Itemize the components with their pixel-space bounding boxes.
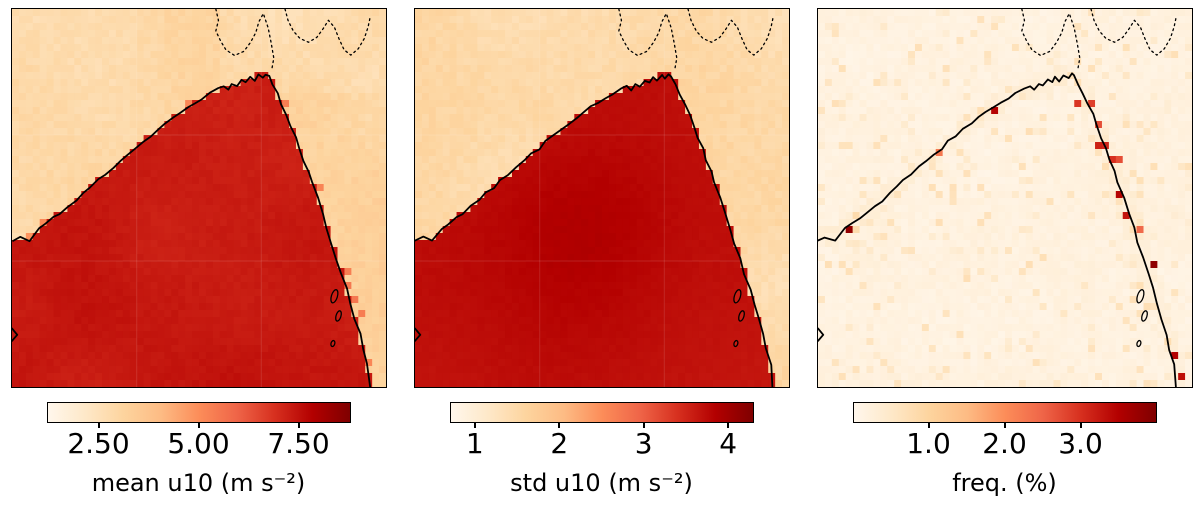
colorbar-tick-label: 3.0 — [1058, 427, 1103, 460]
colorbar-tick — [1079, 423, 1082, 428]
colorbar-tick — [97, 423, 100, 428]
panel-std: 1 2 3 4 std u10 (m s⁻²) — [412, 8, 791, 497]
colorbar-std — [449, 402, 754, 423]
colorbar-tick-label: 2 — [550, 427, 569, 460]
map-canvas-std — [413, 8, 790, 388]
panel-mean: 2.50 5.00 7.50 mean u10 (m s⁻²) — [9, 8, 388, 497]
colorbar-freq — [852, 402, 1157, 423]
colorbar-tick — [558, 423, 561, 428]
colorbar-tick-label: 4 — [719, 427, 738, 460]
colorbar-ticks-std: 1 2 3 4 — [450, 423, 754, 467]
figure: 2.50 5.00 7.50 mean u10 (m s⁻²) 1 2 3 4 std u… — [9, 8, 1194, 497]
colorbar-tick-label: 1.0 — [906, 427, 951, 460]
colorbar-label-mean: mean u10 (m s⁻²) — [91, 469, 306, 497]
colorbar-tick — [473, 423, 476, 428]
panel-freq: 1.0 2.0 3.0 freq. (%) — [815, 8, 1194, 497]
map-canvas-freq — [816, 8, 1193, 388]
colorbar-tick — [642, 423, 645, 428]
colorbar-tick-label: 2.0 — [982, 427, 1027, 460]
colorbar-label-std: std u10 (m s⁻²) — [510, 469, 693, 497]
colorbar-tick — [727, 423, 730, 428]
colorbar-tick — [297, 423, 300, 428]
colorbar-tick-label: 7.50 — [267, 427, 330, 460]
colorbar-ticks-mean: 2.50 5.00 7.50 — [47, 423, 351, 467]
colorbar-ticks-freq: 1.0 2.0 3.0 — [853, 423, 1157, 467]
colorbar-mean — [46, 402, 351, 423]
colorbar-label-freq: freq. (%) — [952, 469, 1057, 497]
map-canvas-mean — [10, 8, 387, 388]
colorbar-tick-label: 1 — [465, 427, 484, 460]
colorbar-tick — [927, 423, 930, 428]
colorbar-tick-label: 2.50 — [67, 427, 130, 460]
colorbar-tick — [197, 423, 200, 428]
colorbar-tick — [1003, 423, 1006, 428]
colorbar-tick-label: 3 — [634, 427, 653, 460]
colorbar-tick-label: 5.00 — [167, 427, 230, 460]
